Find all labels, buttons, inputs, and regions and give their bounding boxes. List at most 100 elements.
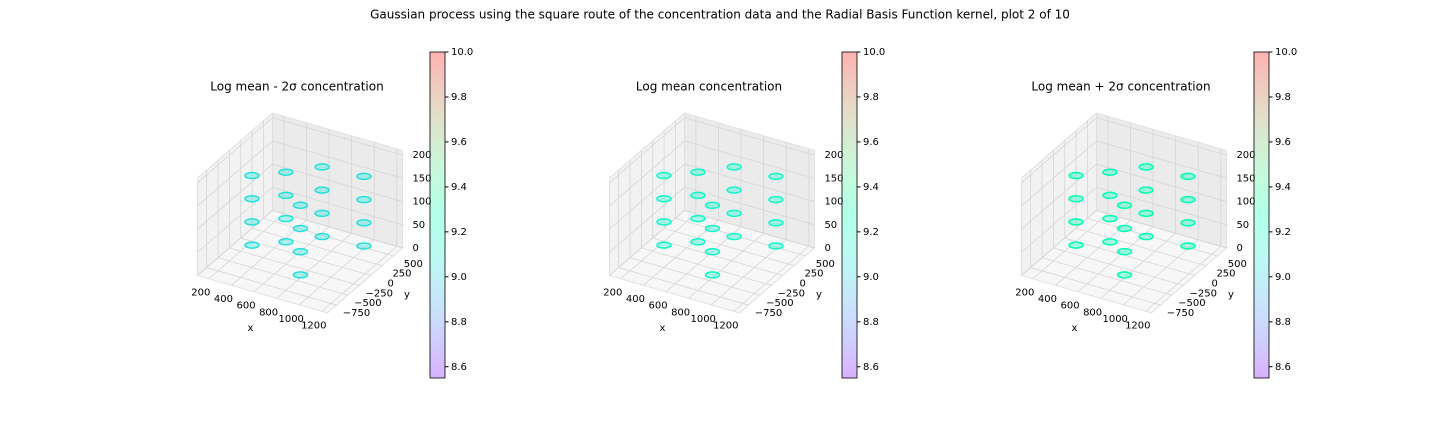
y-tick-label: −500: [766, 298, 793, 309]
point: [704, 247, 721, 256]
subplot-title: Log mean - 2σ concentration: [210, 80, 383, 94]
z-tick-label: 100: [824, 197, 843, 208]
y-tick-label: −750: [1167, 308, 1194, 319]
grid-line: [197, 186, 403, 253]
x-tick-label: 600: [648, 301, 667, 312]
grid-line: [1021, 186, 1227, 253]
x-tick-label: 1000: [690, 314, 715, 325]
colorbar-tick-label: 8.6: [1275, 362, 1291, 373]
figure-title: Gaussian process using the square route …: [370, 8, 1070, 22]
colorbar-tick-label: 10.0: [451, 47, 473, 58]
y-tick-label: 500: [816, 259, 835, 270]
colorbar-tick-label: 8.8: [451, 317, 467, 328]
point: [768, 172, 784, 181]
point: [768, 219, 784, 227]
grid-line: [1021, 140, 1227, 207]
colorbar-tick-label: 9.2: [863, 227, 879, 238]
x-tick-label: 200: [191, 288, 210, 299]
y-axis-label: y: [1228, 289, 1234, 300]
point: [356, 195, 372, 204]
z-tick-label: 200: [1236, 150, 1255, 161]
x-tick-label: 800: [1083, 307, 1102, 318]
x-tick-label: 200: [603, 288, 622, 299]
subplot-title: Log mean + 2σ concentration: [1031, 80, 1210, 94]
point: [656, 218, 672, 226]
point: [278, 191, 294, 200]
grid-line: [197, 117, 403, 183]
point: [1180, 219, 1196, 227]
point: [726, 186, 742, 194]
x-tick-label: 800: [259, 307, 278, 318]
y-tick-label: 500: [404, 259, 423, 270]
point: [726, 163, 742, 171]
z-tick-label: 0: [824, 243, 830, 254]
point: [244, 218, 260, 226]
point: [656, 241, 672, 249]
colorbar-tick-label: 9.8: [863, 92, 879, 103]
point: [244, 241, 260, 249]
colorbar-tick-label: 9.6: [451, 137, 467, 148]
y-tick-label: 250: [804, 269, 823, 280]
y-tick-label: 0: [387, 279, 393, 290]
z-tick-label: 200: [412, 150, 431, 161]
point: [1068, 194, 1084, 203]
point: [356, 219, 372, 227]
colorbar-tick-label: 9.0: [1275, 272, 1291, 283]
point: [314, 209, 330, 218]
grid-line: [1021, 117, 1227, 183]
point: [292, 201, 309, 210]
point: [726, 209, 742, 218]
point: [1116, 201, 1133, 210]
y-tick-label: −750: [343, 308, 370, 319]
x-tick-label: 400: [1038, 294, 1057, 305]
colorbar-tick-label: 9.6: [1275, 137, 1291, 148]
z-tick-label: 50: [412, 220, 425, 231]
grid-line: [1021, 163, 1227, 230]
point: [314, 186, 330, 194]
point: [704, 201, 721, 210]
z-tick-label: 50: [824, 220, 837, 231]
x-tick-label: 1000: [278, 314, 303, 325]
grid-line: [1021, 210, 1227, 276]
z-tick-label: 50: [1236, 220, 1249, 231]
x-axis-label: x: [660, 323, 666, 334]
point: [690, 191, 706, 200]
y-tick-label: −250: [1190, 288, 1217, 299]
colorbar-tick-label: 9.4: [1275, 182, 1291, 193]
y-tick-label: −250: [778, 288, 805, 299]
z-tick-label: 100: [412, 197, 431, 208]
point: [704, 271, 721, 279]
point: [292, 224, 309, 233]
grid-line: [609, 140, 815, 207]
colorbar-tick-label: 9.4: [451, 182, 467, 193]
x-tick-label: 400: [626, 294, 645, 305]
colorbar-tick-label: 8.6: [451, 362, 467, 373]
grid-line: [197, 163, 403, 230]
z-tick-label: 150: [1236, 173, 1255, 184]
colorbar-tick-label: 9.0: [863, 272, 879, 283]
point: [690, 168, 706, 176]
y-tick-label: −250: [366, 288, 393, 299]
z-tick-label: 150: [824, 173, 843, 184]
colorbar: [429, 51, 446, 379]
point: [278, 238, 294, 246]
point: [768, 242, 784, 250]
point: [1102, 168, 1118, 176]
point: [292, 247, 309, 256]
point: [292, 271, 309, 279]
point: [1068, 241, 1084, 249]
y-tick-label: 0: [1211, 279, 1217, 290]
point: [656, 194, 672, 203]
colorbar-tick-label: 8.8: [863, 317, 879, 328]
colorbar-tick-label: 9.2: [1275, 227, 1291, 238]
grid-line: [197, 210, 403, 276]
x-tick-label: 600: [1060, 301, 1079, 312]
point: [1116, 247, 1133, 256]
grid-line: [609, 163, 815, 230]
point: [356, 172, 372, 181]
point: [1116, 224, 1133, 233]
x-tick-label: 600: [236, 301, 255, 312]
y-tick-label: 250: [392, 269, 411, 280]
point: [690, 238, 706, 246]
